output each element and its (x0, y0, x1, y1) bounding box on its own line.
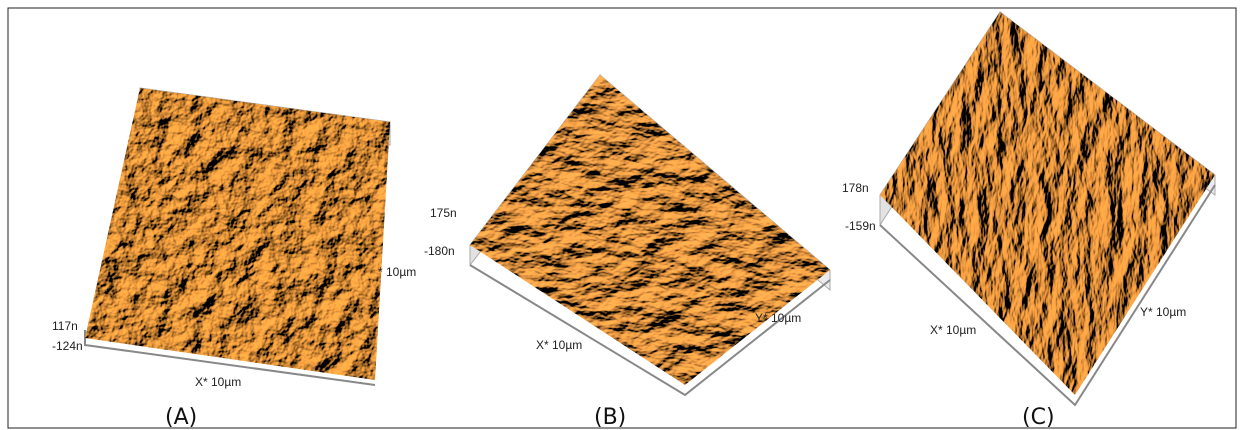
figure: 117n -124n * 10µm X* 10µm (A) 175n -180n… (0, 0, 1244, 430)
page: {"panels": [ {"caption": "(A)", "z_max":… (0, 0, 1244, 430)
x-axis-label: X* 10µm (930, 323, 976, 337)
panel-a: 117n -124n * 10µm X* 10µm (A) (52, 80, 416, 430)
y-axis-label: Y* 10µm (1140, 305, 1186, 319)
surface (465, 70, 835, 390)
y-axis-label: * 10µm (378, 265, 416, 279)
y-axis-label: Y* 10µm (755, 311, 801, 325)
z-max: 178n (842, 181, 869, 195)
z-max: 175n (430, 206, 457, 220)
panel-b: 175n -180n Y* 10µm X* 10µm (B) (424, 70, 835, 430)
surface (875, 8, 1220, 400)
x-axis-label: X* 10µm (195, 375, 241, 389)
z-min: -180n (424, 244, 455, 258)
z-min: -159n (845, 219, 876, 233)
z-min: -124n (52, 339, 83, 353)
caption: (B) (594, 405, 626, 430)
caption: (C) (1022, 405, 1055, 430)
z-max: 117n (52, 319, 78, 333)
panel-c: 178n -159n Y* 10µm X* 10µm (C) (842, 8, 1220, 430)
surface (80, 80, 400, 390)
x-axis-label: X* 10µm (536, 338, 582, 352)
caption: (A) (165, 405, 197, 430)
